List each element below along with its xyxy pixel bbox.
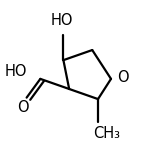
Text: HO: HO [5,64,27,79]
Text: O: O [117,70,128,85]
Text: O: O [17,100,29,114]
Text: HO: HO [51,13,73,28]
Text: CH₃: CH₃ [93,126,120,141]
